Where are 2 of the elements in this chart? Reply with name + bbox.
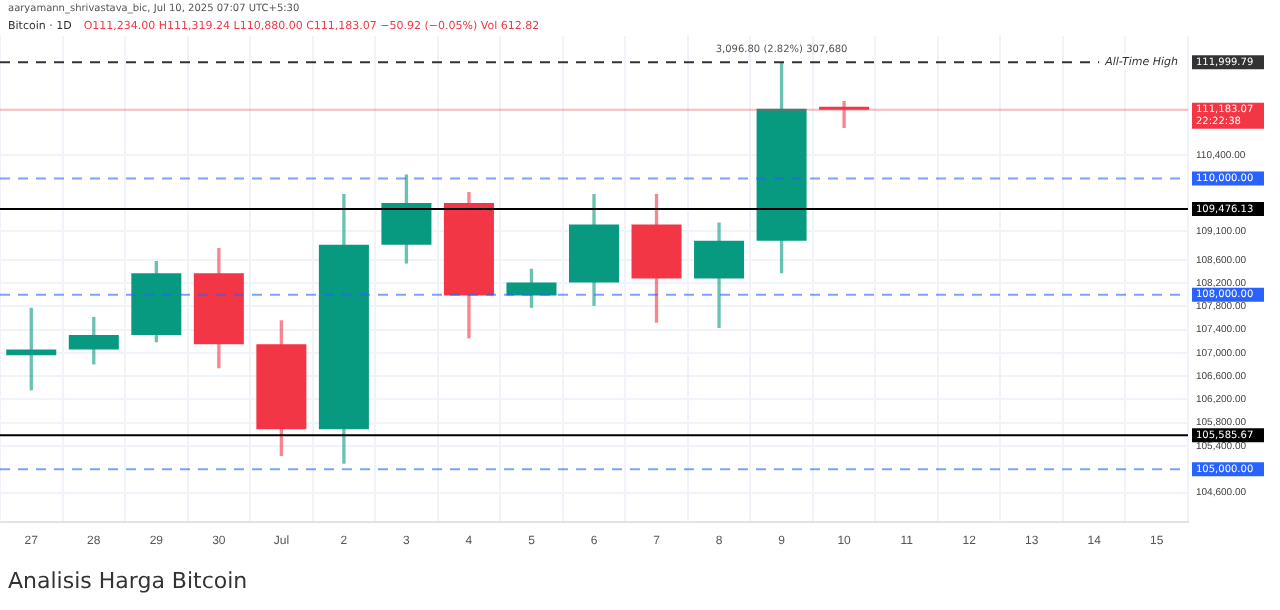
- candlestick: [819, 101, 870, 128]
- text: Analisis Harga Bitcoin: [6, 566, 250, 598]
